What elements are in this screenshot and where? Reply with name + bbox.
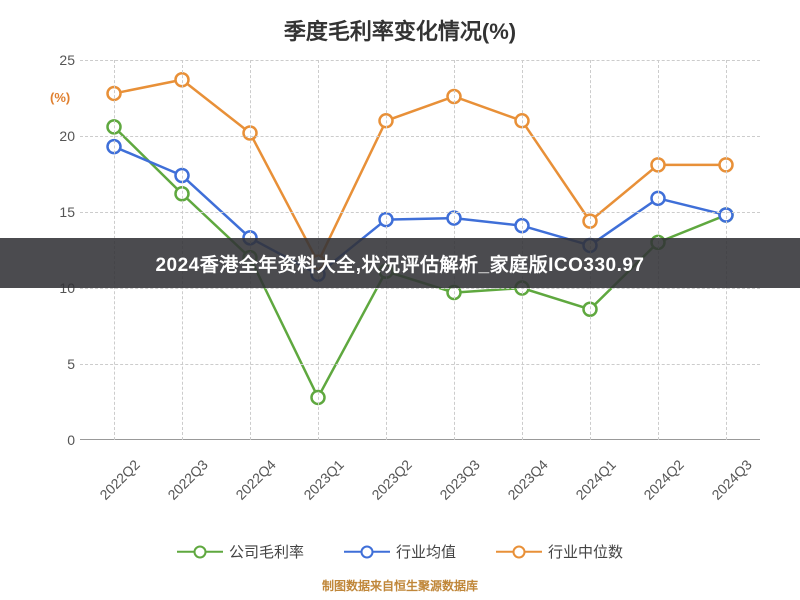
x-tick-label: 2022Q2 [96, 456, 143, 503]
y-tick-label: 20 [45, 128, 75, 144]
legend-item: 公司毛利率 [177, 541, 304, 562]
y-axis-label: (%) [50, 90, 70, 105]
y-tick-label: 25 [45, 52, 75, 68]
chart-title: 季度毛利率变化情况(%) [0, 0, 800, 46]
x-tick-label: 2022Q3 [164, 456, 211, 503]
x-tick-label: 2023Q4 [504, 456, 551, 503]
x-tick-label: 2023Q2 [368, 456, 415, 503]
series-line [114, 80, 726, 262]
legend: 公司毛利率 行业均值 行业中位数 [0, 541, 800, 562]
overlay-text: 2024香港全年资料大全,状况评估解析_家庭版ICO330.97 [155, 250, 644, 277]
y-tick-label: 0 [45, 432, 75, 448]
legend-swatch [177, 544, 223, 560]
legend-item: 行业中位数 [496, 541, 623, 562]
legend-circle-icon [360, 545, 373, 558]
x-tick-label: 2024Q3 [708, 456, 755, 503]
legend-swatch [344, 544, 390, 560]
x-tick-label: 2022Q4 [232, 456, 279, 503]
x-tick-label: 2023Q3 [436, 456, 483, 503]
legend-circle-icon [513, 545, 526, 558]
legend-label: 行业均值 [396, 541, 456, 562]
legend-label: 行业中位数 [548, 541, 623, 562]
y-tick-label: 15 [45, 204, 75, 220]
y-tick-label: 5 [45, 356, 75, 372]
x-tick-label: 2024Q1 [572, 456, 619, 503]
x-tick-label: 2023Q1 [300, 456, 347, 503]
overlay-banner: 2024香港全年资料大全,状况评估解析_家庭版ICO330.97 [0, 238, 800, 288]
legend-item: 行业均值 [344, 541, 456, 562]
legend-label: 公司毛利率 [229, 541, 304, 562]
x-tick-label: 2024Q2 [640, 456, 687, 503]
footer-note: 制图数据来自恒生聚源数据库 [0, 577, 800, 594]
legend-circle-icon [193, 545, 206, 558]
legend-swatch [496, 544, 542, 560]
